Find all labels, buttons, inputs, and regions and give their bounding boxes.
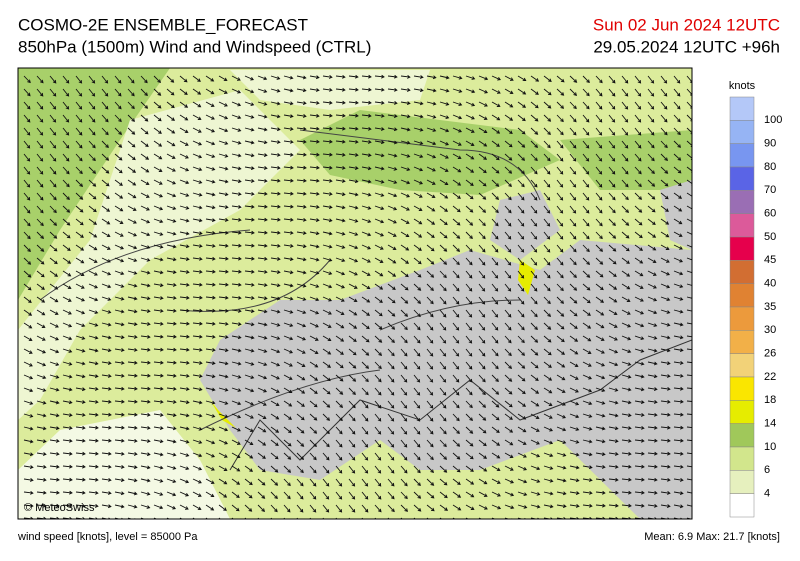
colorbar-label: 4 xyxy=(764,488,770,500)
border xyxy=(229,339,692,471)
footer-stats: Mean: 6.9 Max: 21.7 [knots] xyxy=(644,531,780,543)
map-frame xyxy=(17,67,693,520)
colorbar-box xyxy=(729,470,755,494)
colorbar-box xyxy=(729,283,755,308)
colorbar-box xyxy=(729,143,755,168)
title: COSMO-2E ENSEMBLE_FORECAST xyxy=(18,15,308,34)
terrain-mask xyxy=(490,190,560,260)
colorbar-label: 30 xyxy=(764,324,776,336)
colorbar-label: 14 xyxy=(764,418,776,430)
wind-arrows xyxy=(23,74,692,519)
wind-area xyxy=(518,260,535,295)
colorbar-label: 35 xyxy=(764,301,776,313)
colorbar-box xyxy=(729,353,755,378)
copyright: © MeteoSwiss xyxy=(24,502,95,514)
colorbar-label: 70 xyxy=(764,184,776,196)
colorbar-label: 6 xyxy=(764,464,770,476)
valid-time: Sun 02 Jun 2024 12UTC xyxy=(593,15,780,34)
run-time: 29.05.2024 12UTC +96h xyxy=(593,37,780,56)
colorbar-box xyxy=(729,213,755,238)
colorbar-box xyxy=(729,120,755,144)
colorbar-box xyxy=(729,96,755,121)
colorbar-box xyxy=(729,190,755,214)
terrain-mask xyxy=(200,240,692,519)
colorbar-label: 10 xyxy=(764,441,776,453)
map: © MeteoSwiss xyxy=(18,68,692,519)
wind-area xyxy=(300,110,560,195)
colorbar-box xyxy=(729,306,755,331)
colorbar-box xyxy=(729,330,755,354)
colorbar-box xyxy=(729,493,755,518)
colorbar-label: 40 xyxy=(764,278,776,290)
colorbar-label: 80 xyxy=(764,161,776,173)
colorbar-box xyxy=(729,446,755,471)
footer-level: wind speed [knots], level = 85000 Pa xyxy=(17,531,198,543)
subtitle: 850hPa (1500m) Wind and Windspeed (CTRL) xyxy=(18,37,371,56)
wind-area xyxy=(18,68,170,300)
colorbar-box xyxy=(729,260,755,284)
colorbar-box xyxy=(729,376,755,401)
colorbar-label: 90 xyxy=(764,138,776,150)
colorbar-box xyxy=(729,423,755,448)
colorbar-label: 60 xyxy=(764,208,776,220)
colorbar-box xyxy=(729,166,755,191)
colorbar-label: 45 xyxy=(764,254,776,266)
colorbar: knots 100 90 80 70 60 50 45 40 35 30 26 22 18 14 10 6 4 xyxy=(729,80,782,518)
colorbar-box xyxy=(729,236,755,261)
colorbar-label: 100 xyxy=(764,114,782,126)
colorbar-label: 18 xyxy=(764,394,776,406)
colorbar-label: 26 xyxy=(764,348,776,360)
wind-area xyxy=(18,90,300,420)
colorbar-unit: knots xyxy=(729,80,756,92)
border xyxy=(39,129,541,431)
colorbar-label: 50 xyxy=(764,231,776,243)
colorbar-box xyxy=(729,400,755,424)
colorbar-label: 22 xyxy=(764,371,776,383)
